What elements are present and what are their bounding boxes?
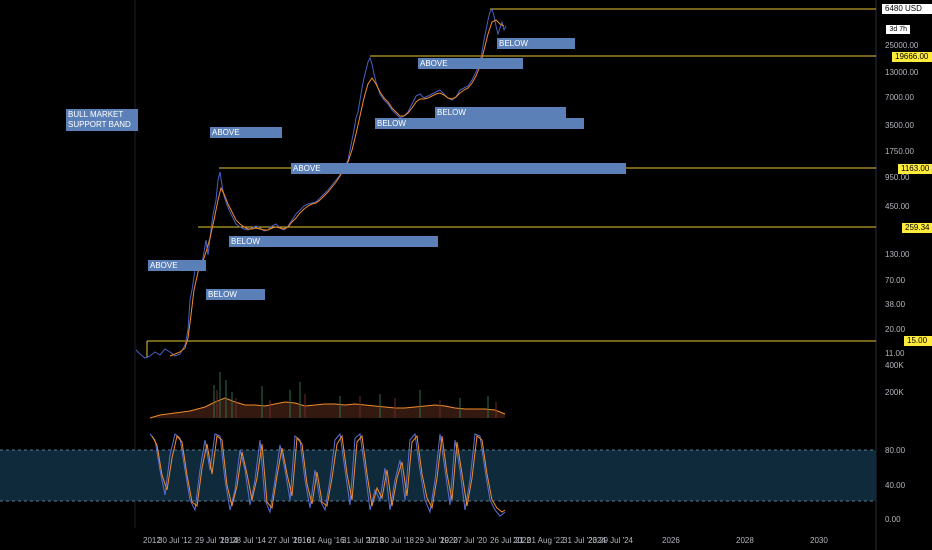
level-tag-19666: 19666.00 xyxy=(892,52,932,62)
time-label: 2018 xyxy=(366,536,384,545)
price-tick: 20.00 xyxy=(885,325,906,334)
time-label: 28 Jul '14 xyxy=(232,536,267,545)
rsi-tick: 0.00 xyxy=(885,515,901,524)
price-tick: 25000.00 xyxy=(885,41,919,50)
price-tick: 70.00 xyxy=(885,276,906,285)
price-tick: 11.00 xyxy=(885,349,905,358)
price-tick: 3500.00 xyxy=(885,121,914,130)
rsi-tick: 40.00 xyxy=(885,481,906,490)
time-label: 30 Jul '18 xyxy=(380,536,415,545)
support-band-label: BULL MARKET SUPPORT BAND xyxy=(66,109,138,131)
price-tick: 13000.00 xyxy=(885,68,919,77)
level-tag-1163: 1163.00 xyxy=(898,164,932,174)
below-label-2: BELOW xyxy=(229,236,438,247)
rsi-line-orange xyxy=(151,434,506,513)
volume-tick: 200K xyxy=(885,388,904,397)
rsi-pane xyxy=(0,432,876,517)
price-tick: 950.00 xyxy=(885,173,910,182)
below-label-1: BELOW xyxy=(206,289,265,300)
time-label: 29 Jul '24 xyxy=(599,536,634,545)
time-label: 2014 xyxy=(220,536,238,545)
moving-average-line xyxy=(169,19,505,357)
level-tag-15: 15.00 xyxy=(904,336,932,346)
time-label: 29 Jul '19 xyxy=(415,536,450,545)
countdown-tag: 3d 7h xyxy=(886,25,910,34)
last-price-value: 6480 xyxy=(885,4,903,13)
price-tick: 1750.00 xyxy=(885,147,914,156)
time-label: 29 Jul '13 xyxy=(195,536,230,545)
rsi-axis: 80.00 40.00 0.00 xyxy=(885,446,906,524)
price-tick: 450.00 xyxy=(885,202,910,211)
below-label-3: BELOW xyxy=(375,118,584,129)
time-label: 2030 xyxy=(810,536,828,545)
time-label: 31 Jul '23 xyxy=(563,536,598,545)
price-axis[interactable]: 25000.00 13000.00 7000.00 3500.00 1750.0… xyxy=(885,41,919,358)
rsi-tick: 80.00 xyxy=(885,446,906,455)
above-label-2: ABOVE xyxy=(210,127,282,138)
price-tick: 38.00 xyxy=(885,300,906,309)
below-label-4: BELOW xyxy=(435,107,566,118)
above-label-3: ABOVE xyxy=(291,163,626,174)
time-label: 2024 xyxy=(588,536,606,545)
time-label: 30 Jul '12 xyxy=(158,536,193,545)
volume-histogram xyxy=(149,372,506,419)
above-label-1: ABOVE xyxy=(148,260,206,271)
above-label-4: ABOVE xyxy=(418,58,523,69)
time-label: 2012 xyxy=(143,536,161,545)
volume-tick: 400K xyxy=(885,361,904,370)
time-axis[interactable]: 2012 30 Jul '12 29 Jul '13 2014 28 Jul '… xyxy=(143,536,828,545)
time-label: 26 Jul '21 xyxy=(490,536,525,545)
rsi-band xyxy=(0,450,876,501)
time-label: 2020 xyxy=(440,536,458,545)
currency-unit: USD xyxy=(905,4,922,13)
time-label: 2016 xyxy=(293,536,311,545)
price-tick: 7000.00 xyxy=(885,93,914,102)
time-label: 31 Jul '17 xyxy=(342,536,377,545)
level-tag-259: 259.34 xyxy=(902,223,932,233)
time-label: 27 Jul '20 xyxy=(453,536,488,545)
rsi-line-blue xyxy=(149,432,506,517)
time-label: 27 Jul '15 xyxy=(268,536,303,545)
volume-axis: 400K 200K xyxy=(885,361,904,397)
price-tick: 130.00 xyxy=(885,250,910,259)
time-label: 2028 xyxy=(736,536,754,545)
time-label: 01 Aug '22 xyxy=(527,536,565,545)
time-label: 01 Aug '16 xyxy=(307,536,345,545)
time-label: 2022 xyxy=(513,536,531,545)
below-label-5: BELOW xyxy=(497,38,575,49)
last-price-tag: 6480 USD xyxy=(882,4,932,14)
time-label: 2026 xyxy=(662,536,680,545)
